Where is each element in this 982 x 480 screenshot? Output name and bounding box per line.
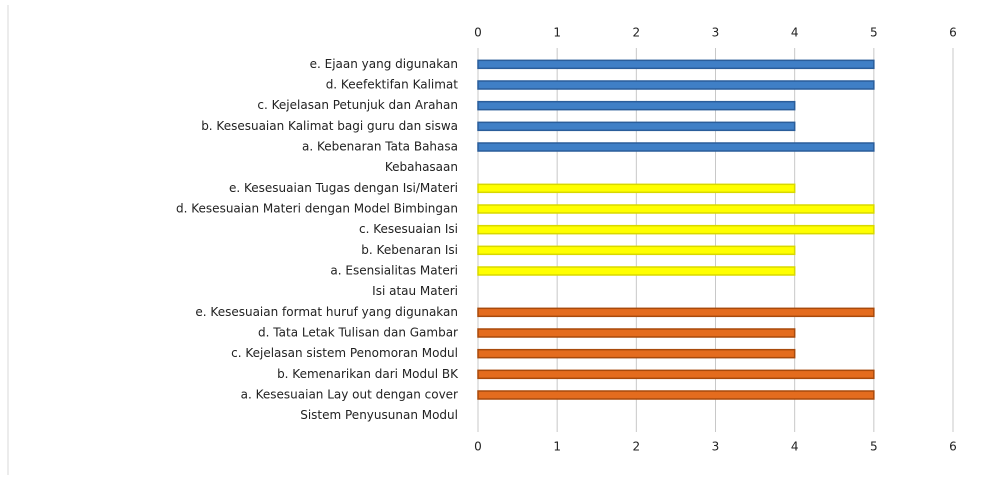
bar	[477, 59, 875, 70]
y-tick-label: c. Kejelasan Petunjuk dan Arahan	[257, 98, 458, 112]
bar	[477, 390, 875, 400]
bar	[477, 80, 875, 90]
y-tick-label: c. Kesesuaian Isi	[359, 222, 458, 236]
y-tick-label: Isi atau Materi	[372, 284, 458, 298]
x-tick-label-top: 6	[949, 26, 957, 40]
y-tick-label: e. Kesesuaian Tugas dengan Isi/Materi	[229, 181, 458, 195]
bar	[477, 183, 796, 194]
bar	[477, 142, 875, 152]
bar	[477, 307, 875, 318]
x-tick-label-bottom: 4	[791, 440, 799, 454]
y-tick-label: d. Kesesuaian Materi dengan Model Bimbin…	[176, 202, 458, 216]
y-tick-label: c. Kejelasan sistem Penomoran Modul	[231, 346, 458, 360]
y-tick-label: b. Kesesuaian Kalimat bagi guru dan sisw…	[201, 119, 458, 133]
y-tick-label: d. Tata Letak Tulisan dan Gambar	[258, 326, 458, 340]
y-tick-label: b. Kemenarikan dari Modul BK	[277, 367, 459, 381]
x-tick-label-bottom: 6	[949, 440, 957, 454]
bar	[477, 100, 796, 111]
y-tick-label: a. Kesesuaian Lay out dengan cover	[241, 388, 458, 402]
y-tick-label: e. Kesesuaian format huruf yang digunaka…	[195, 305, 458, 319]
x-tick-label-bottom: 0	[474, 440, 482, 454]
y-tick-label: Kebahasaan	[385, 160, 458, 174]
bar	[477, 348, 796, 359]
x-tick-label-top: 1	[553, 26, 561, 40]
bar	[477, 266, 796, 276]
x-tick-label-bottom: 1	[553, 440, 561, 454]
y-tick-label: b. Kebenaran Isi	[361, 243, 458, 257]
y-tick-label: a. Esensialitas Materi	[330, 264, 458, 278]
y-tick-label: d. Keefektifan Kalimat	[326, 78, 459, 92]
x-tick-label-top: 0	[474, 26, 482, 40]
bar	[477, 369, 875, 380]
x-tick-label-bottom: 2	[633, 440, 641, 454]
x-tick-label-top: 2	[633, 26, 641, 40]
bar	[477, 224, 875, 235]
y-tick-label: Sistem Penyusunan Modul	[300, 408, 458, 422]
bar	[477, 204, 875, 214]
y-tick-label: e. Ejaan yang digunakan	[310, 57, 458, 71]
x-tick-label-bottom: 3	[712, 440, 720, 454]
bar	[477, 245, 796, 256]
x-tick-label-top: 3	[712, 26, 720, 40]
x-tick-label-top: 5	[870, 26, 878, 40]
bar	[477, 121, 796, 132]
bar	[477, 328, 796, 338]
y-tick-label: a. Kebenaran Tata Bahasa	[302, 140, 458, 154]
x-tick-label-top: 4	[791, 26, 799, 40]
x-tick-label-bottom: 5	[870, 440, 878, 454]
